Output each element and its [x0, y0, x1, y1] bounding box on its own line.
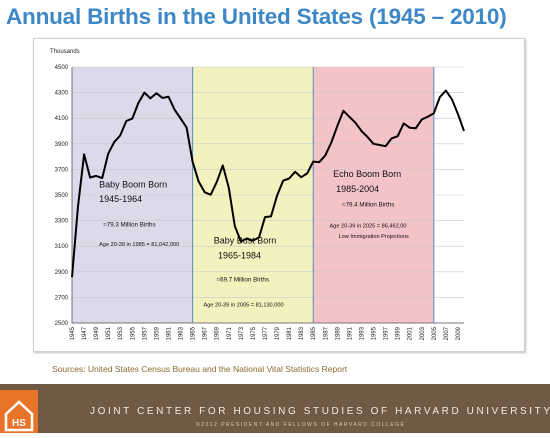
births-line-chart: 2500 2700 2900 3100 3300 3500 3700 3900 4100 4300…: [50, 49, 465, 340]
x-tick-label: 1983: [299, 326, 305, 340]
births-series-line: [71, 89, 465, 278]
era-3-stat-births: ≈79.4 Million Births: [342, 202, 394, 209]
x-tick-label: 1969: [215, 326, 221, 340]
era-1-stat-age: Age 20-39 in 1985 = 81,042,000: [99, 242, 179, 248]
x-tick-label: 1993: [359, 326, 365, 340]
x-tick-label: 1989: [335, 326, 341, 340]
x-tick-label: 1979: [275, 326, 281, 340]
jchs-logo: HS: [0, 390, 38, 433]
x-tick-label: 1987: [323, 326, 329, 340]
y-tick-label: 3900: [55, 142, 69, 148]
x-tick-label: 2003: [420, 326, 426, 340]
x-tick-label: 2009: [456, 326, 462, 340]
x-tick-label: 1963: [179, 326, 185, 340]
x-tick-label: 1971: [227, 326, 233, 340]
x-tick-label: 1995: [372, 326, 378, 340]
x-tick-label: 1991: [347, 326, 353, 340]
logo-letters: HS: [12, 418, 26, 429]
y-tick-label: 4100: [55, 116, 69, 122]
x-tick-label: 2005: [432, 326, 438, 340]
y-tick-label: 3500: [55, 193, 69, 199]
x-tick-label: 1975: [251, 326, 257, 340]
x-tick-label: 1959: [154, 326, 160, 340]
y-axis-label: Thousands: [50, 49, 80, 55]
chart-frame: 2500 2700 2900 3100 3300 3500 3700 3900 4100 4300…: [33, 38, 525, 352]
x-tick-label: 2001: [408, 326, 414, 340]
y-tick-label: 2900: [55, 270, 69, 276]
x-tick-label: 1949: [94, 326, 100, 340]
x-tick-label: 1981: [287, 326, 293, 340]
x-tick-label: 1965: [191, 326, 197, 340]
era-3-stat-age: Age 20-39 in 2025 = 86,462,00: [330, 224, 407, 230]
x-tick-label: 1955: [130, 326, 136, 340]
y-tick-label: 3100: [55, 244, 69, 250]
era-3-label-line2: 1985-2004: [336, 184, 379, 194]
era-1-label-line2: 1945-1964: [99, 194, 142, 204]
era-2-stat-age: Age 20-39 in 2005 = 81,130,000: [203, 302, 283, 308]
x-tick-label: 1973: [239, 326, 245, 340]
sources-note: Sources: United States Census Bureau and…: [52, 364, 348, 374]
footer-organization: JOINT CENTER FOR HOUSING STUDIES OF HARV…: [90, 406, 550, 417]
footer-copyright: ©2012 PRESIDENT AND FELLOWS OF HARVARD C…: [196, 422, 406, 428]
y-tick-label: 3300: [55, 219, 69, 225]
y-tick-label: 2500: [55, 321, 69, 327]
x-tick-label: 1951: [106, 326, 112, 340]
slide-title: Annual Births in the United States (1945…: [6, 4, 507, 29]
era-1-label-line1: Baby Boom Born: [99, 179, 167, 189]
house-logo-icon: HS: [4, 400, 34, 432]
era-3-label-line1: Echo Boom Born: [333, 169, 401, 179]
era-2-label-line1: Baby Bust Born: [214, 236, 277, 246]
y-tick-label: 3700: [55, 167, 69, 173]
x-tick-label: 1957: [142, 326, 148, 340]
x-tick-label: 1945: [70, 326, 76, 340]
era-2-stat-births: ≈69.7 Million Births: [217, 276, 269, 283]
y-tick-label: 2700: [55, 295, 69, 301]
y-tick-label: 4500: [55, 65, 69, 71]
x-tick-label: 1953: [118, 326, 124, 340]
x-tick-label: 1985: [311, 326, 317, 340]
footer-bar: HS JOINT CENTER FOR HOUSING STUDIES OF H…: [0, 384, 550, 433]
x-tick-label: 1997: [384, 326, 390, 340]
era-1-stat-births: ≈79.3 Million Births: [103, 221, 155, 228]
x-tick-label: 1961: [166, 326, 172, 340]
x-tick-label: 1977: [263, 326, 269, 340]
era-3-stat-immigration: Low Immigration Projections: [339, 234, 409, 240]
era-2-label-line2: 1965-1984: [218, 250, 261, 260]
y-tick-label: 4300: [55, 91, 69, 97]
x-tick-label: 2007: [444, 326, 450, 340]
x-tick-label: 1947: [82, 326, 88, 340]
x-tick-label: 1999: [396, 326, 402, 340]
x-tick-label: 1967: [203, 326, 209, 340]
